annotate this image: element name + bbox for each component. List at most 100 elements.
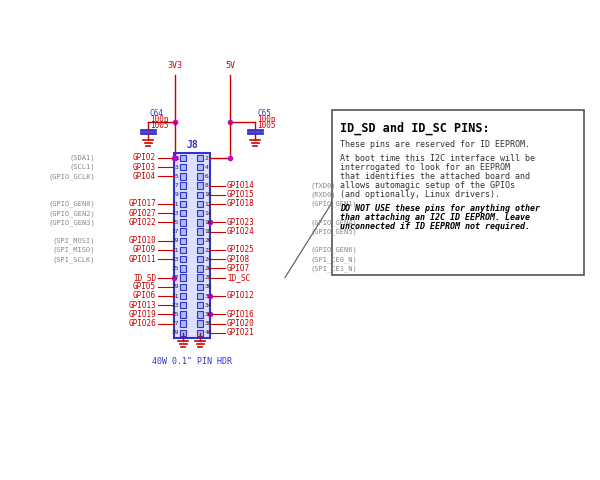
Text: 14: 14 — [204, 211, 212, 216]
Text: C64: C64 — [150, 109, 164, 119]
Text: (GPIO_GCLK): (GPIO_GCLK) — [48, 173, 95, 180]
Text: GPIO7: GPIO7 — [227, 264, 250, 273]
Bar — [197, 275, 203, 281]
Text: interrogated to look for an EEPROM: interrogated to look for an EEPROM — [340, 163, 510, 172]
Bar — [180, 219, 186, 226]
Text: ID_SC: ID_SC — [227, 273, 250, 282]
Text: GPIO27: GPIO27 — [128, 209, 156, 218]
Text: (GPIO_GEN2): (GPIO_GEN2) — [48, 210, 95, 216]
Text: C65: C65 — [257, 109, 271, 119]
Text: 40W 0.1" PIN HDR: 40W 0.1" PIN HDR — [152, 357, 232, 366]
Text: (SCL1): (SCL1) — [70, 164, 95, 170]
Text: 4: 4 — [204, 165, 208, 170]
Bar — [180, 155, 186, 161]
Text: 15: 15 — [171, 220, 179, 225]
Text: 7: 7 — [175, 183, 179, 188]
Text: 100n: 100n — [150, 116, 169, 124]
Text: unconnected if ID EEPROM not required.: unconnected if ID EEPROM not required. — [340, 222, 530, 231]
Text: 34: 34 — [204, 303, 212, 308]
Bar — [180, 293, 186, 299]
Text: (and optionally, Linux drivers).: (and optionally, Linux drivers). — [340, 190, 500, 199]
Bar — [332, 110, 584, 275]
Text: 39: 39 — [171, 330, 179, 336]
Text: 24: 24 — [204, 257, 212, 262]
Text: 5V: 5V — [225, 61, 235, 70]
Text: ID_SD: ID_SD — [133, 273, 156, 282]
Bar — [197, 210, 203, 216]
Text: (GPIO_GEN0): (GPIO_GEN0) — [48, 201, 95, 207]
Bar — [197, 293, 203, 299]
Bar — [197, 247, 203, 253]
Bar — [197, 330, 203, 336]
Text: 19: 19 — [171, 238, 179, 243]
Text: 27: 27 — [171, 275, 179, 280]
Text: GPIO3: GPIO3 — [133, 163, 156, 172]
Text: (SDA1): (SDA1) — [70, 155, 95, 161]
Text: GPIO20: GPIO20 — [227, 319, 255, 328]
Bar — [197, 284, 203, 290]
Text: GPIO13: GPIO13 — [128, 300, 156, 310]
Text: (GPIO_GEN3): (GPIO_GEN3) — [48, 219, 95, 226]
Text: GPIO11: GPIO11 — [128, 255, 156, 264]
Text: (RXD0): (RXD0) — [310, 192, 335, 198]
Bar — [197, 265, 203, 272]
Bar — [180, 164, 186, 170]
Bar — [180, 275, 186, 281]
Bar — [180, 302, 186, 309]
Text: 11: 11 — [171, 202, 179, 206]
Text: 35: 35 — [171, 312, 179, 317]
Text: 33: 33 — [171, 303, 179, 308]
Text: GPIO9: GPIO9 — [133, 245, 156, 254]
Text: GPIO2: GPIO2 — [133, 154, 156, 163]
Text: 1005: 1005 — [150, 121, 169, 131]
Text: GPIO6: GPIO6 — [133, 291, 156, 300]
Text: 18: 18 — [204, 229, 212, 234]
Bar — [180, 192, 186, 198]
Text: (GPIO_GEN6): (GPIO_GEN6) — [310, 247, 357, 253]
Bar — [197, 182, 203, 189]
Text: GPIO17: GPIO17 — [128, 200, 156, 208]
Bar — [197, 256, 203, 263]
Text: GPIO19: GPIO19 — [128, 310, 156, 319]
Bar — [197, 173, 203, 180]
Text: (SPI_MISO): (SPI_MISO) — [53, 247, 95, 253]
Bar — [180, 311, 186, 318]
Text: 37: 37 — [171, 321, 179, 326]
Text: 10: 10 — [204, 192, 212, 197]
Bar — [180, 201, 186, 207]
Text: 21: 21 — [171, 248, 179, 252]
Bar — [197, 311, 203, 318]
Text: GPIO23: GPIO23 — [227, 218, 255, 227]
Text: 26: 26 — [204, 266, 212, 271]
Text: 22: 22 — [204, 248, 212, 252]
Text: 23: 23 — [171, 257, 179, 262]
Text: At boot time this I2C interface will be: At boot time this I2C interface will be — [340, 154, 535, 163]
Bar — [197, 164, 203, 170]
Bar — [180, 265, 186, 272]
Bar — [197, 320, 203, 327]
Text: 1005: 1005 — [257, 121, 275, 131]
Text: (GPIO_GEN4): (GPIO_GEN4) — [310, 219, 357, 226]
Text: 2: 2 — [204, 156, 208, 160]
Text: J8: J8 — [186, 140, 198, 150]
Text: (TXD0): (TXD0) — [310, 182, 335, 189]
Text: (SPI_SCLK): (SPI_SCLK) — [53, 256, 95, 263]
Text: (SPI_MOSI): (SPI_MOSI) — [53, 238, 95, 244]
Text: 31: 31 — [171, 293, 179, 299]
Text: GPIO4: GPIO4 — [133, 172, 156, 181]
Text: 38: 38 — [204, 321, 212, 326]
Text: GPIO26: GPIO26 — [128, 319, 156, 328]
Bar — [197, 228, 203, 235]
Text: than attaching an I2C ID EEPROM. Leave: than attaching an I2C ID EEPROM. Leave — [340, 213, 530, 222]
Bar — [197, 192, 203, 198]
Text: 20: 20 — [204, 238, 212, 243]
Bar — [197, 238, 203, 244]
Text: GPIO10: GPIO10 — [128, 236, 156, 245]
Text: GPIO14: GPIO14 — [227, 181, 255, 190]
Bar — [180, 173, 186, 180]
Bar — [180, 330, 186, 336]
Bar — [197, 302, 203, 309]
Text: (SPI_CE0_N): (SPI_CE0_N) — [310, 256, 357, 263]
Text: 17: 17 — [171, 229, 179, 234]
Bar — [197, 155, 203, 161]
